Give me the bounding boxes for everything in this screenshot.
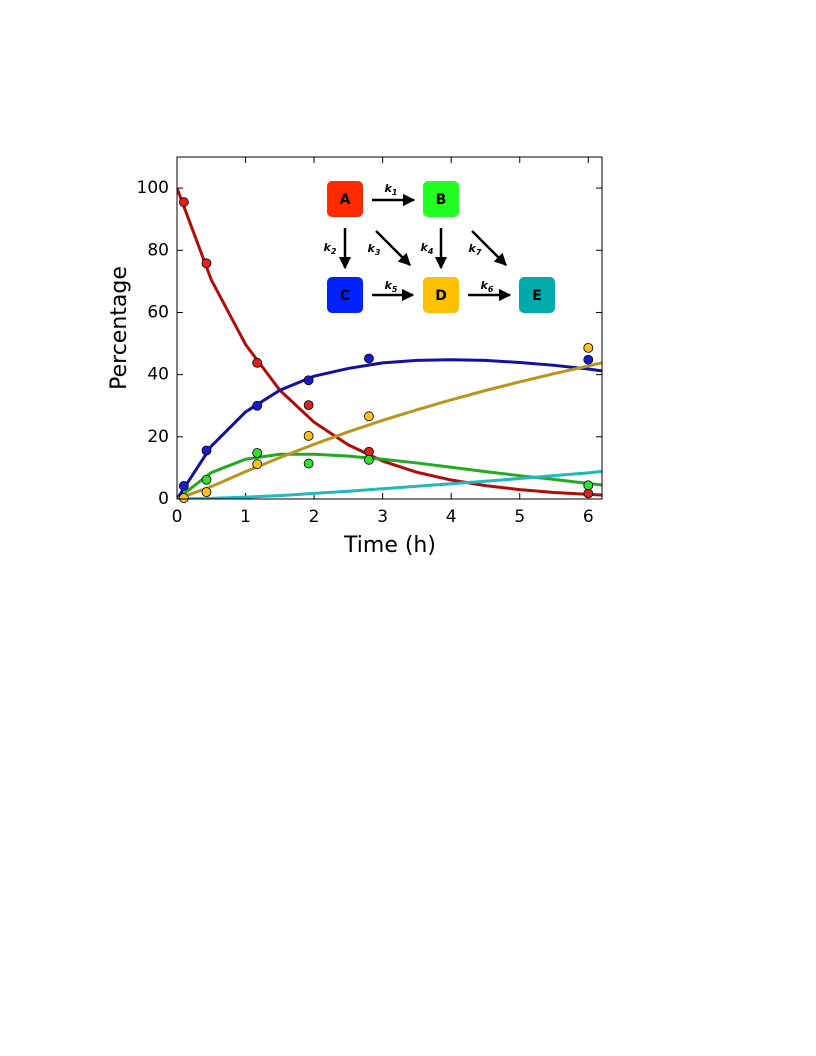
y-tick-label: 0 bbox=[158, 489, 169, 509]
y-tick-label: 20 bbox=[147, 427, 169, 447]
node-box bbox=[423, 277, 459, 313]
y-tick-label: 80 bbox=[147, 240, 169, 260]
node-box bbox=[423, 181, 459, 217]
y-tick-label: 60 bbox=[147, 302, 169, 322]
data-point bbox=[583, 480, 594, 491]
data-point bbox=[201, 474, 212, 485]
node-label: E bbox=[532, 288, 542, 304]
edge-label: k2 bbox=[324, 241, 337, 256]
curve bbox=[177, 452, 602, 499]
data-point bbox=[201, 487, 212, 498]
data-point bbox=[364, 411, 374, 422]
arrow bbox=[471, 230, 507, 266]
diagram: A B C D Ek1 k2 k3 k4 k5 k6 k7 bbox=[324, 181, 555, 313]
x-tick-label: 2 bbox=[309, 507, 320, 527]
x-tick-label: 0 bbox=[172, 507, 183, 527]
curve bbox=[177, 469, 602, 499]
data-point bbox=[583, 354, 594, 365]
x-tick-label: 1 bbox=[240, 507, 251, 527]
data-point bbox=[178, 481, 189, 491]
edge-label: k3 bbox=[368, 242, 381, 257]
node-label: A bbox=[340, 192, 351, 208]
data-point bbox=[364, 446, 374, 457]
data-point bbox=[201, 258, 212, 269]
y-tick-label: 40 bbox=[147, 365, 169, 385]
data-point bbox=[364, 353, 374, 364]
node-label: D bbox=[435, 288, 447, 304]
data-point bbox=[252, 459, 263, 470]
data-point bbox=[303, 375, 314, 386]
data-point bbox=[583, 488, 594, 499]
plot-frame bbox=[176, 156, 603, 500]
node-box bbox=[327, 181, 363, 217]
node-box bbox=[327, 277, 363, 313]
curve bbox=[177, 187, 602, 497]
data-point bbox=[364, 454, 374, 465]
arrow bbox=[375, 230, 411, 266]
edge-label: k1 bbox=[385, 182, 398, 197]
node-label: C bbox=[340, 288, 350, 304]
node-box bbox=[519, 277, 555, 313]
data-point bbox=[201, 445, 212, 456]
edge-label: k7 bbox=[469, 242, 482, 257]
data-point bbox=[178, 197, 189, 207]
y-axis-label: Percentage bbox=[107, 266, 132, 390]
curve bbox=[177, 358, 602, 499]
data-point bbox=[583, 342, 594, 353]
edge-label: k6 bbox=[481, 279, 494, 294]
x-axis-label: Time (h) bbox=[343, 533, 436, 558]
data-point bbox=[178, 493, 189, 503]
data-point bbox=[252, 448, 263, 458]
data-point bbox=[303, 458, 314, 469]
x-tick-label: 6 bbox=[583, 507, 594, 527]
edge-label: k5 bbox=[385, 279, 398, 294]
diagram-arrows bbox=[338, 193, 512, 302]
data-point bbox=[252, 357, 263, 368]
node-label: B bbox=[436, 192, 447, 208]
curve bbox=[177, 361, 602, 499]
x-tick-label: 4 bbox=[446, 507, 457, 527]
data-point bbox=[252, 400, 263, 411]
x-tick-label: 5 bbox=[514, 507, 525, 527]
y-tick-label: 100 bbox=[137, 178, 169, 198]
data-point bbox=[303, 430, 314, 441]
data-point bbox=[303, 400, 314, 411]
x-tick-label: 3 bbox=[377, 507, 388, 527]
edge-label: k4 bbox=[421, 241, 434, 256]
